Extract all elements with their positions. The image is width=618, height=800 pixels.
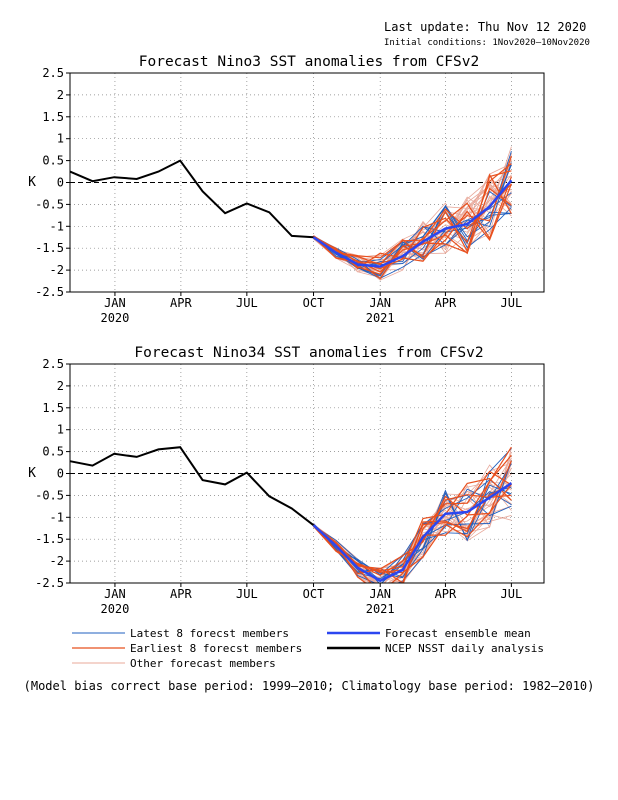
- nino34-x-tick-label: JAN: [104, 587, 126, 601]
- nino34-chart: Forecast Nino34 SST anomalies from CFSv2…: [28, 345, 545, 616]
- nino3-earliest-member-line: [313, 183, 512, 259]
- nino34-x-tick-label: APR: [435, 587, 457, 601]
- nino34-y-tick-label: -0.5: [35, 488, 64, 502]
- nino34-analysis-line: [69, 446, 315, 526]
- legend-label-mean: Forecast ensemble mean: [385, 627, 531, 640]
- nino3-chart: Forecast Nino3 SST anomalies from CFSv2 …: [28, 54, 545, 325]
- footer-note: (Model bias correct base period: 1999–20…: [24, 679, 595, 693]
- nino3-x-tick-year: 2020: [100, 311, 129, 325]
- nino34-earliest-member-line: [313, 460, 512, 575]
- nino34-y-tick-label: 2.5: [42, 357, 64, 371]
- nino3-y-tick-label: 0.5: [42, 154, 64, 168]
- nino3-x-tick-label: JUL: [236, 296, 258, 310]
- nino34-y-tick-label: -2: [50, 554, 64, 568]
- nino34-earliest-member-line: [313, 470, 512, 583]
- nino3-x-tick-label: APR: [435, 296, 457, 310]
- nino34-x-tick-label: APR: [170, 587, 192, 601]
- nino34-x-tick-year: 2020: [100, 602, 129, 616]
- legend-label-analysis: NCEP NSST daily analysis: [385, 642, 544, 655]
- nino3-y-tick-label: -0.5: [35, 197, 64, 211]
- nino34-y-tick-label: 0: [57, 467, 64, 481]
- nino3-x-tick-label: JAN: [369, 296, 391, 310]
- nino3-y-tick-label: -2.5: [35, 285, 64, 299]
- legend-label-other: Other forecast members: [130, 657, 276, 670]
- nino34-y-tick-label: 1.5: [42, 401, 64, 415]
- nino34-latest-member-line: [313, 490, 512, 582]
- nino3-ensemble-mean-line: [312, 179, 513, 268]
- nino34-y-tick-label: -1.5: [35, 532, 64, 546]
- nino34-x-tick-label: JUL: [501, 587, 523, 601]
- nino3-x-tick-label: OCT: [303, 296, 325, 310]
- nino34-ensemble-mean-line: [312, 482, 513, 583]
- nino3-x-tick-label: JAN: [104, 296, 126, 310]
- nino34-x-tick-label: JAN: [369, 587, 391, 601]
- nino34-ensemble-members: [313, 446, 512, 583]
- nino3-y-tick-label: -1: [50, 219, 64, 233]
- nino34-y-tick-label: -2.5: [35, 576, 64, 590]
- nino3-x-tick-label: JUL: [501, 296, 523, 310]
- nino3-plot-frame: [69, 72, 545, 293]
- nino34-latest-member-line: [313, 479, 512, 583]
- nino34-plot-frame: [69, 363, 545, 584]
- nino3-y-tick-label: -1.5: [35, 241, 64, 255]
- nino3-chart-title: Forecast Nino3 SST anomalies from CFSv2: [139, 54, 479, 70]
- nino3-y-tick-label: 1.5: [42, 110, 64, 124]
- last-update-text: Last update: Thu Nov 12 2020: [384, 20, 586, 34]
- nino34-x-tick-year: 2021: [366, 602, 395, 616]
- nino34-y-axis-label: K: [28, 466, 36, 481]
- legend-label-latest: Latest 8 forecst members: [130, 627, 289, 640]
- legend: Latest 8 forecst members Earliest 8 fore…: [72, 627, 544, 670]
- initial-conditions-text: Initial conditions: 1Nov2020–10Nov2020: [384, 38, 590, 48]
- nino34-chart-title: Forecast Nino34 SST anomalies from CFSv2: [134, 345, 483, 361]
- nino34-other-member-line: [313, 457, 512, 583]
- nino34-x-tick-label: JUL: [236, 587, 258, 601]
- nino34-other-member-line: [313, 451, 512, 583]
- nino34-x-tick-label: OCT: [303, 587, 325, 601]
- nino3-analysis-line: [69, 159, 314, 239]
- nino3-y-axis-label: K: [28, 175, 36, 190]
- nino3-y-tick-label: 2: [57, 88, 64, 102]
- nino3-x-tick-label: APR: [170, 296, 192, 310]
- nino3-x-tick-year: 2021: [366, 311, 395, 325]
- legend-label-earliest: Earliest 8 forecst members: [130, 642, 302, 655]
- nino3-y-tick-label: 0: [57, 176, 64, 190]
- nino3-y-tick-label: 1: [57, 132, 64, 146]
- nino34-other-member-line: [313, 467, 512, 583]
- nino3-y-tick-label: -2: [50, 263, 64, 277]
- nino34-y-tick-label: -1: [50, 510, 64, 524]
- nino34-y-tick-label: 2: [57, 379, 64, 393]
- nino34-y-tick-label: 1: [57, 423, 64, 437]
- nino34-y-tick-label: 0.5: [42, 445, 64, 459]
- nino3-earliest-member-line: [313, 163, 512, 270]
- nino34-earliest-member-line: [313, 477, 512, 572]
- nino3-y-tick-label: 2.5: [42, 66, 64, 80]
